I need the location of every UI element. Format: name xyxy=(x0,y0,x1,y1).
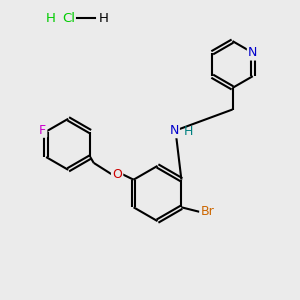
Text: O: O xyxy=(112,168,122,181)
Text: H: H xyxy=(183,125,193,139)
Text: Cl: Cl xyxy=(62,11,76,25)
Text: F: F xyxy=(39,124,46,136)
Text: H: H xyxy=(99,11,108,25)
Text: N: N xyxy=(248,46,257,59)
Text: H: H xyxy=(46,11,56,25)
Text: Br: Br xyxy=(201,205,214,218)
Text: N: N xyxy=(169,124,179,137)
